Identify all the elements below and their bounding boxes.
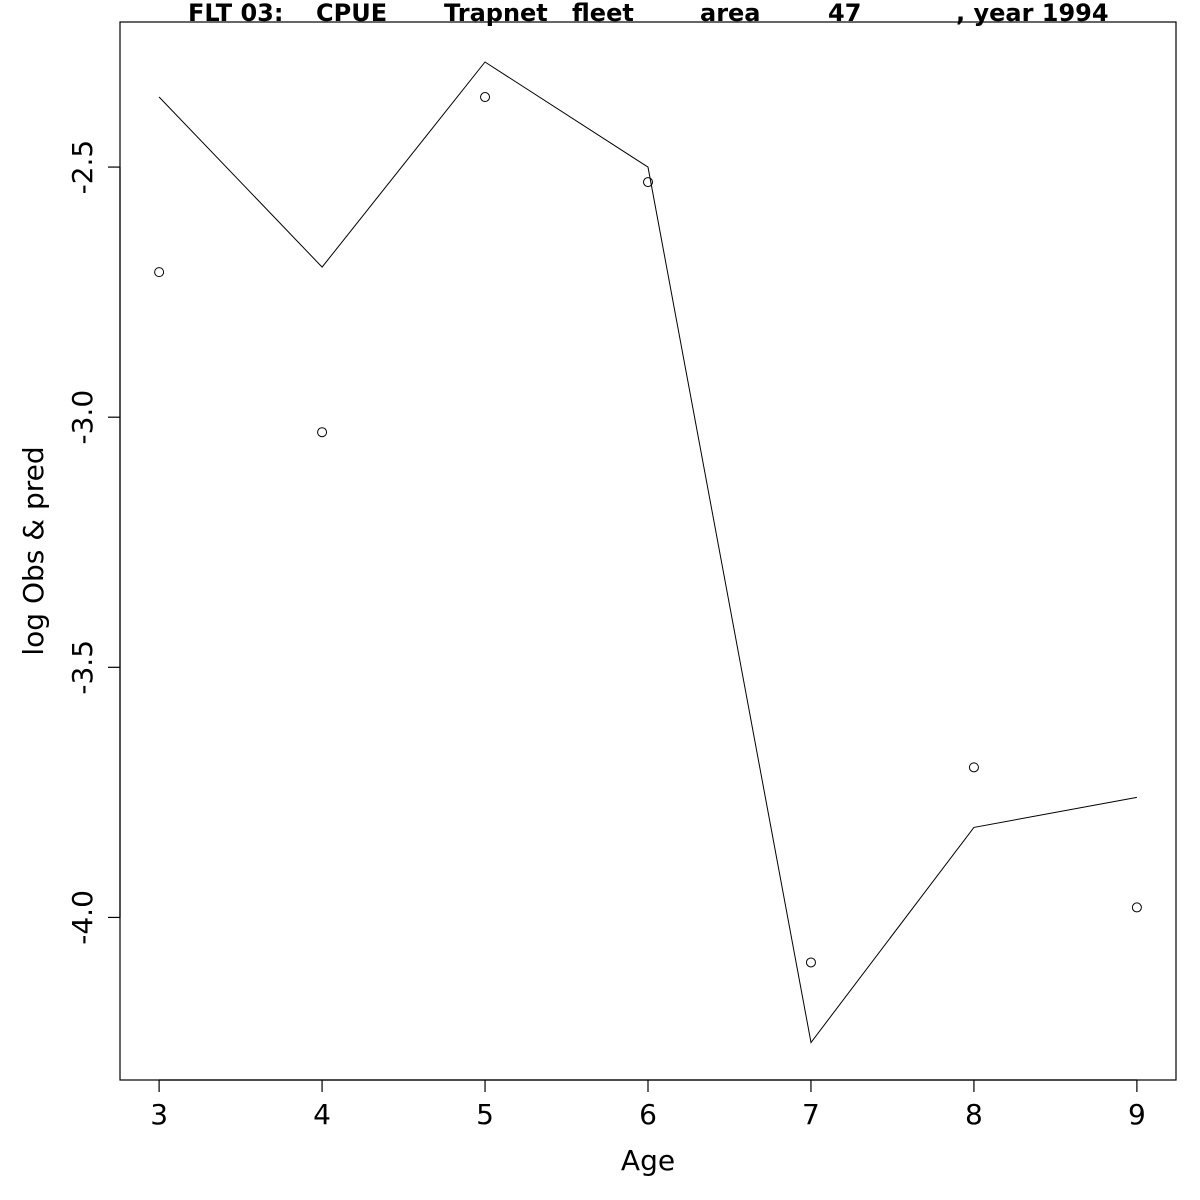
observed-point (154, 267, 165, 278)
observed-point (968, 762, 979, 773)
y-axis-title: log Obs & pred (17, 446, 50, 655)
x-tick-label: 8 (965, 1098, 983, 1131)
y-tick-label: -2.5 (66, 140, 99, 195)
title-segment: 47 (828, 0, 861, 27)
observed-point (643, 177, 653, 188)
title-segment: , year 1994 (956, 0, 1109, 27)
observed-point (1131, 902, 1142, 913)
series-layer (154, 61, 1142, 1044)
x-axis-title: Age (621, 1144, 675, 1177)
observed-point (317, 427, 328, 438)
chart-title: FLT 03: CPUE Trapnet fleet area 47 , yea… (188, 0, 1109, 27)
observed-point (480, 92, 491, 103)
title-segment: Trapnet (444, 0, 548, 27)
y-tick-label: -3.0 (66, 390, 99, 445)
x-tick-label: 3 (150, 1098, 168, 1131)
y-tick-label: -3.5 (66, 640, 99, 695)
x-tick-label: 5 (476, 1098, 494, 1131)
x-tick-label: 6 (639, 1098, 657, 1131)
x-tick-label: 9 (1128, 1098, 1146, 1131)
title-segment: CPUE (316, 0, 387, 27)
x-tick-label: 4 (313, 1098, 331, 1131)
y-tick-label: -4.0 (66, 890, 99, 945)
x-tick-label: 7 (802, 1098, 820, 1131)
observed-point (805, 957, 816, 968)
title-segment: area (700, 0, 761, 27)
predicted-line (158, 61, 1137, 1044)
x-axis: 3 4 5 6 7 8 9 (150, 1079, 1146, 1131)
y-axis: -2.5 -3.0 -3.5 -4.0 (66, 140, 121, 945)
title-segment: fleet (572, 0, 634, 27)
plot-frame (119, 21, 1177, 1081)
title-segment: FLT 03: (188, 0, 283, 27)
